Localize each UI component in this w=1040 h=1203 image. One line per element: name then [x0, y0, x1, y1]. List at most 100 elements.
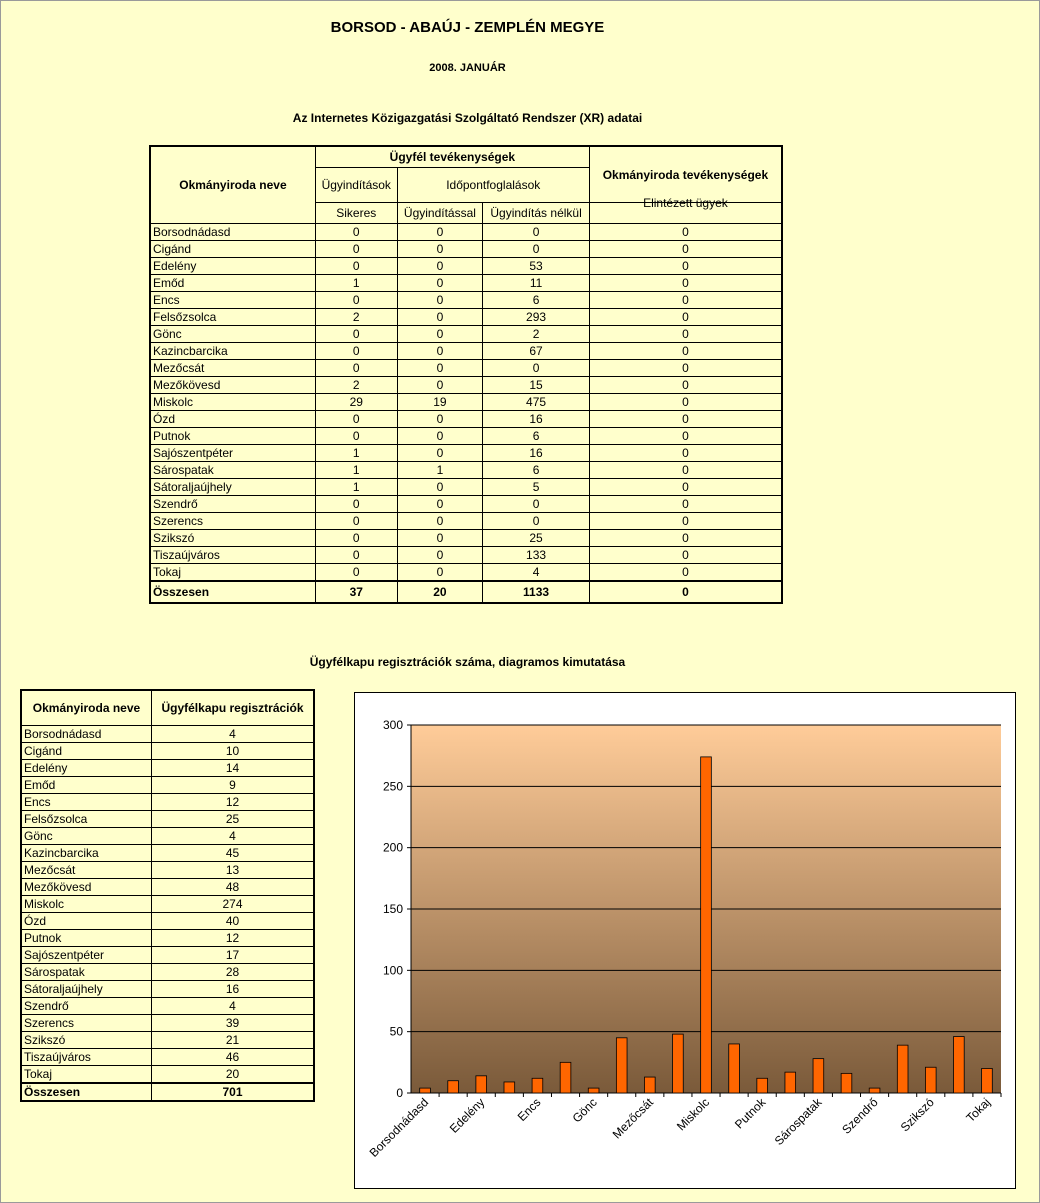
header-case-starts: Ügyindítások [314, 167, 398, 203]
completed-cases-cell: 0 [588, 308, 783, 326]
completed-cases-cell: 0 [588, 393, 783, 411]
bar-Sajószentpéter [784, 1071, 797, 1094]
total-row: Összesen 701 [20, 1082, 315, 1102]
total-cell: Összesen [149, 580, 316, 604]
bar-Encs [531, 1077, 544, 1094]
with-case-start-cell: 0 [396, 274, 484, 292]
y-tick-label: 0 [396, 1086, 403, 1100]
with-case-start-cell: 0 [396, 529, 484, 547]
office-name-cell: Ózd [149, 410, 316, 428]
total-row: Összesen 37 20 1133 0 [149, 580, 783, 604]
registrations-cell: 12 [151, 793, 315, 811]
table-row: Sátoraljaújhely 1 0 5 0 [149, 478, 783, 496]
bar-Szerencs [896, 1044, 909, 1094]
table-row: Putnok 0 0 6 0 [149, 427, 783, 445]
without-case-start-cell: 2 [482, 325, 590, 343]
without-case-start-cell: 0 [482, 512, 590, 530]
with-case-start-cell: 0 [396, 427, 484, 445]
registrations-cell: 12 [151, 929, 315, 947]
with-case-start-cell: 0 [396, 291, 484, 309]
office-name-cell: Sátoraljaújhely [149, 478, 316, 496]
bar-Borsodnádasd [419, 1087, 431, 1094]
header-client-activities: Ügyfél tevékenységek [314, 145, 590, 168]
completed-cases-cell: 0 [588, 427, 783, 445]
y-tick-label: 300 [383, 718, 403, 732]
table-row: Edelény 0 0 53 0 [149, 257, 783, 275]
header-office-name-2: Okmányiroda neve [20, 689, 152, 726]
completed-cases-cell: 0 [588, 529, 783, 547]
table-row: Gönc 0 0 2 0 [149, 325, 783, 343]
office-name-cell: Szerencs [20, 1014, 152, 1032]
completed-cases-cell: 0 [588, 461, 783, 479]
y-tick-label: 250 [383, 779, 403, 793]
successful-cell: 0 [314, 342, 398, 360]
office-name-cell: Tiszaújváros [149, 546, 316, 564]
table-row: Emőd 1 0 11 0 [149, 274, 783, 292]
bar-Tokaj [981, 1068, 993, 1094]
successful-cell: 0 [314, 563, 398, 582]
without-case-start-cell: 0 [482, 495, 590, 513]
with-case-start-cell: 19 [396, 393, 484, 411]
office-name-cell: Edelény [149, 257, 316, 275]
completed-cases-cell: 0 [588, 240, 783, 258]
office-name-cell: Kazincbarcika [20, 844, 152, 862]
bar-Szikszó [925, 1066, 937, 1094]
completed-cases-cell: 0 [588, 546, 783, 564]
registrations-cell: 4 [151, 827, 315, 845]
without-case-start-cell: 133 [482, 546, 590, 564]
registrations-cell: 9 [151, 776, 315, 794]
office-name-cell: Cigánd [20, 742, 152, 760]
y-tick-label: 100 [383, 963, 403, 977]
x-tick-label: Encs [515, 1095, 544, 1124]
bar-Szendrő [868, 1087, 881, 1094]
table-row: Putnok 12 [20, 929, 315, 947]
completed-cases-cell: 0 [588, 325, 783, 343]
bar-Miskolc [700, 756, 712, 1094]
office-name-cell: Gönc [149, 325, 316, 343]
header-completed-cases: Elintézett ügyek [588, 192, 783, 214]
bar-Kazincbarcika [615, 1037, 628, 1094]
without-case-start-cell: 6 [482, 427, 590, 445]
table-row: Miskolc 29 19 475 0 [149, 393, 783, 411]
table-row: Edelény 14 [20, 759, 315, 777]
successful-cell: 0 [314, 529, 398, 547]
x-tick-label: Putnok [732, 1095, 769, 1132]
table-row: Szerencs 39 [20, 1014, 315, 1032]
without-case-start-cell: 0 [482, 223, 590, 241]
office-name-cell: Borsodnádasd [20, 725, 152, 743]
successful-cell: 0 [314, 257, 398, 275]
table-row: Felsőzsolca 25 [20, 810, 315, 828]
successful-cell: 0 [314, 410, 398, 428]
successful-cell: 1 [314, 274, 398, 292]
office-name-cell: Tiszaújváros [20, 1048, 152, 1066]
successful-cell: 0 [314, 223, 398, 241]
total-cell: 20 [396, 580, 484, 604]
registrations-cell: 274 [151, 895, 315, 913]
successful-cell: 0 [314, 240, 398, 258]
header-registrations: Ügyfélkapu regisztrációk [151, 689, 315, 726]
with-case-start-cell: 0 [396, 325, 484, 343]
with-case-start-cell: 0 [396, 478, 484, 496]
with-case-start-cell: 0 [396, 308, 484, 326]
registrations-cell: 46 [151, 1048, 315, 1066]
registrations-cell: 28 [151, 963, 315, 981]
office-name-cell: Sárospatak [149, 461, 316, 479]
x-tick-label: Szikszó [898, 1095, 937, 1134]
header-office-name: Okmányiroda neve [149, 145, 316, 224]
x-tick-label: Szendrő [839, 1095, 881, 1137]
table-row: Borsodnádasd 0 0 0 0 [149, 223, 783, 241]
registrations-table: Okmányiroda neve Ügyfélkapu regisztráció… [20, 689, 315, 1102]
office-name-cell: Putnok [149, 427, 316, 445]
registrations-cell: 4 [151, 725, 315, 743]
with-case-start-cell: 0 [396, 563, 484, 582]
completed-cases-cell: 0 [588, 257, 783, 275]
table-row: Szikszó 21 [20, 1031, 315, 1049]
without-case-start-cell: 0 [482, 240, 590, 258]
y-tick-label: 150 [383, 902, 403, 916]
with-case-start-cell: 0 [396, 257, 484, 275]
office-name-cell: Edelény [20, 759, 152, 777]
x-tick-label: Mezőcsát [610, 1095, 657, 1142]
registrations-cell: 25 [151, 810, 315, 828]
without-case-start-cell: 0 [482, 359, 590, 377]
office-name-cell: Kazincbarcika [149, 342, 316, 360]
